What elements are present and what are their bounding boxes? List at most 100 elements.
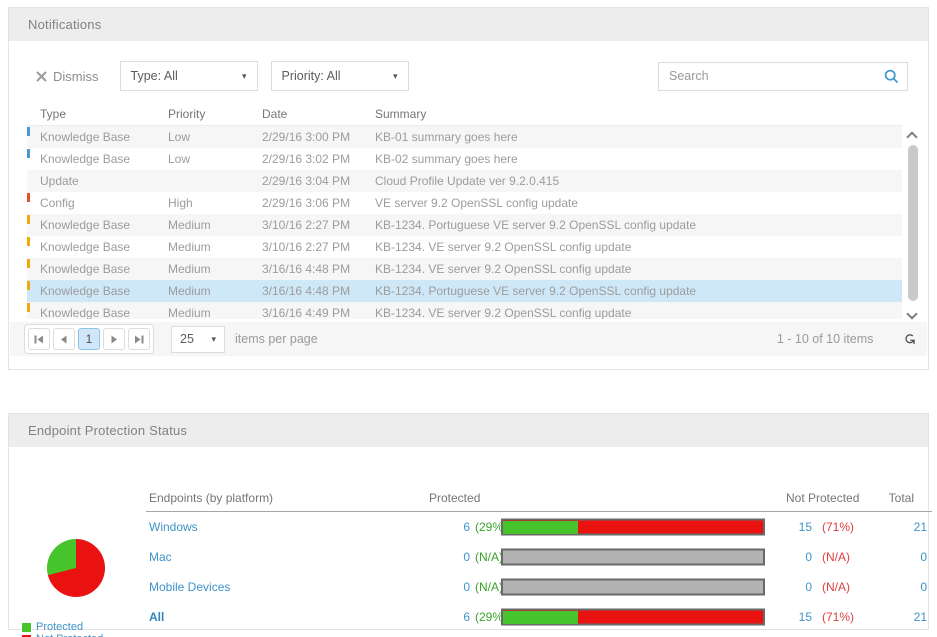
cell-type: Config bbox=[40, 196, 75, 210]
cell-date: 3/16/16 4:48 PM bbox=[262, 284, 351, 298]
notifications-panel-title: Notifications bbox=[28, 17, 102, 32]
platform-link-mobile-devices[interactable]: Mobile Devices bbox=[149, 580, 231, 594]
items-per-page-label: items per page bbox=[235, 332, 318, 346]
cell-summary: KB-1234. VE server 9.2 OpenSSL config up… bbox=[375, 240, 632, 254]
endpoint-row-all: All 6 (29%) 15 (71%) 21 bbox=[146, 602, 932, 632]
not-protected-percent: (N/A) bbox=[822, 580, 850, 594]
page-size-value: 25 bbox=[180, 332, 194, 346]
type-filter-value: Type: All bbox=[130, 69, 178, 83]
platform-link-windows[interactable]: Windows bbox=[149, 520, 198, 534]
protection-bar bbox=[501, 548, 765, 566]
protection-bar bbox=[501, 578, 765, 596]
pager-button-group: 1 bbox=[24, 324, 154, 354]
total-count[interactable]: 0 bbox=[920, 550, 927, 564]
first-page-icon bbox=[34, 335, 43, 343]
cell-priority: High bbox=[168, 196, 193, 210]
priority-indicator bbox=[27, 303, 30, 312]
cell-priority: Low bbox=[168, 130, 191, 144]
column-header-summary[interactable]: Summary bbox=[375, 107, 427, 121]
not-protected-percent: (71%) bbox=[822, 610, 855, 624]
endpoint-panel-header: Endpoint Protection Status bbox=[9, 414, 928, 447]
protection-bar-fill bbox=[503, 520, 579, 534]
notifications-toolbar: Dismiss Type: All ▾ Priority: All ▾ bbox=[28, 61, 908, 91]
cell-priority: Medium bbox=[168, 306, 211, 319]
scrollbar-thumb[interactable] bbox=[907, 145, 918, 301]
protection-pie-chart bbox=[47, 539, 105, 597]
cell-type: Knowledge Base bbox=[40, 152, 131, 166]
cell-summary: KB-1234. VE server 9.2 OpenSSL config up… bbox=[375, 306, 632, 319]
notifications-table-header: Type Priority Date Summary bbox=[27, 103, 902, 126]
column-header-protected: Protected bbox=[429, 491, 481, 505]
previous-page-button[interactable] bbox=[53, 328, 75, 350]
not-protected-percent: (71%) bbox=[822, 520, 855, 534]
type-filter-dropdown[interactable]: Type: All ▾ bbox=[119, 61, 258, 91]
vertical-scrollbar[interactable] bbox=[904, 129, 921, 320]
cell-summary: VE server 9.2 OpenSSL config update bbox=[375, 196, 579, 210]
total-count[interactable]: 21 bbox=[913, 520, 927, 534]
scroll-up-icon[interactable] bbox=[906, 129, 918, 143]
priority-filter-dropdown[interactable]: Priority: All ▾ bbox=[270, 61, 409, 91]
notification-row[interactable]: Knowledge Base Medium 3/16/16 4:49 PM KB… bbox=[27, 302, 902, 319]
cell-date: 3/16/16 4:48 PM bbox=[262, 262, 351, 276]
protected-percent: (29%) bbox=[475, 520, 508, 534]
last-page-button[interactable] bbox=[128, 328, 150, 350]
scroll-down-icon[interactable] bbox=[906, 308, 918, 320]
page-size-dropdown[interactable]: 25 ▾ bbox=[171, 325, 225, 353]
cell-date: 3/10/16 2:27 PM bbox=[262, 240, 351, 254]
search-box bbox=[658, 61, 908, 91]
protected-count[interactable]: 6 bbox=[463, 520, 470, 534]
cell-date: 2/29/16 3:00 PM bbox=[262, 130, 351, 144]
notification-row-selected[interactable]: Knowledge Base Medium 3/16/16 4:48 PM KB… bbox=[27, 280, 902, 302]
previous-page-icon bbox=[61, 335, 67, 343]
column-header-type[interactable]: Type bbox=[40, 107, 67, 121]
protected-percent: (N/A) bbox=[475, 550, 503, 564]
next-page-button[interactable] bbox=[103, 328, 125, 350]
cell-type: Knowledge Base bbox=[40, 306, 131, 319]
cell-date: 3/10/16 2:27 PM bbox=[262, 218, 351, 232]
notification-row[interactable]: Update 2/29/16 3:04 PM Cloud Profile Upd… bbox=[27, 170, 902, 192]
notification-row[interactable]: Knowledge Base Medium 3/10/16 2:27 PM KB… bbox=[27, 236, 902, 258]
notification-row[interactable]: Knowledge Base Medium 3/10/16 2:27 PM KB… bbox=[27, 214, 902, 236]
notification-row[interactable]: Knowledge Base Low 2/29/16 3:02 PM KB-02… bbox=[27, 148, 902, 170]
refresh-icon[interactable]: ↻ bbox=[900, 332, 918, 346]
first-page-button[interactable] bbox=[28, 328, 50, 350]
protected-count[interactable]: 6 bbox=[463, 610, 470, 624]
cell-date: 2/29/16 3:06 PM bbox=[262, 196, 351, 210]
chevron-down-icon: ▾ bbox=[241, 70, 247, 81]
search-input[interactable] bbox=[669, 69, 884, 83]
column-header-priority[interactable]: Priority bbox=[168, 107, 206, 121]
priority-indicator bbox=[27, 149, 30, 158]
platform-link-mac[interactable]: Mac bbox=[149, 550, 172, 564]
notification-row[interactable]: Knowledge Base Low 2/29/16 3:00 PM KB-01… bbox=[27, 126, 902, 148]
column-header-platform: Endpoints (by platform) bbox=[149, 491, 274, 505]
protection-bar bbox=[501, 518, 765, 536]
notification-row[interactable]: Config High 2/29/16 3:06 PM VE server 9.… bbox=[27, 192, 902, 214]
not-protected-count[interactable]: 0 bbox=[805, 580, 812, 594]
endpoint-table: Endpoints (by platform) Protected Not Pr… bbox=[146, 485, 932, 632]
endpoint-row-mac: Mac 0 (N/A) 0 (N/A) 0 bbox=[146, 542, 932, 572]
cell-type: Update bbox=[40, 174, 79, 188]
protected-count[interactable]: 0 bbox=[463, 550, 470, 564]
protected-count[interactable]: 0 bbox=[463, 580, 470, 594]
cell-priority: Medium bbox=[168, 284, 211, 298]
notification-row[interactable]: Knowledge Base Medium 3/16/16 4:48 PM KB… bbox=[27, 258, 902, 280]
not-protected-count[interactable]: 15 bbox=[798, 520, 812, 534]
cell-priority: Low bbox=[168, 152, 191, 166]
cell-summary: KB-01 summary goes here bbox=[375, 130, 518, 144]
not-protected-count[interactable]: 15 bbox=[798, 610, 812, 624]
protected-swatch bbox=[22, 622, 31, 632]
protection-bar bbox=[501, 608, 765, 626]
cell-date: 2/29/16 3:04 PM bbox=[262, 174, 351, 188]
dismiss-button[interactable]: Dismiss bbox=[28, 69, 107, 84]
total-count[interactable]: 21 bbox=[913, 610, 927, 624]
legend-item-not-protected: Not Protected bbox=[22, 633, 103, 637]
total-count[interactable]: 0 bbox=[920, 580, 927, 594]
column-header-date[interactable]: Date bbox=[262, 107, 288, 121]
page-1-button[interactable]: 1 bbox=[78, 328, 100, 350]
cell-summary: Cloud Profile Update ver 9.2.0.415 bbox=[375, 174, 560, 188]
not-protected-count[interactable]: 0 bbox=[805, 550, 812, 564]
search-icon[interactable] bbox=[884, 69, 899, 84]
cell-summary: KB-1234. Portuguese VE server 9.2 OpenSS… bbox=[375, 284, 697, 298]
legend-protected-label: Protected bbox=[36, 621, 84, 633]
platform-link-all[interactable]: All bbox=[149, 610, 165, 624]
